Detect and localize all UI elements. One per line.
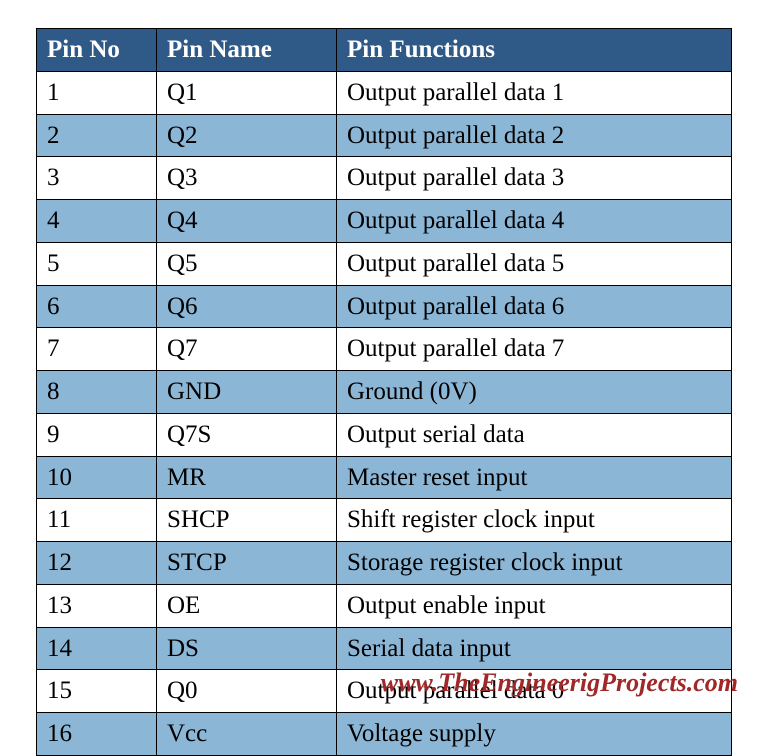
cell-pin-function: Output parallel data 6 <box>337 285 732 328</box>
cell-pin-no: 6 <box>37 285 157 328</box>
cell-pin-function: Ground (0V) <box>337 371 732 414</box>
cell-pin-function: Storage register clock input <box>337 542 732 585</box>
cell-pin-no: 4 <box>37 200 157 243</box>
cell-pin-function: Output parallel data 5 <box>337 242 732 285</box>
cell-pin-no: 10 <box>37 456 157 499</box>
cell-pin-no: 13 <box>37 584 157 627</box>
cell-pin-function: Output serial data <box>337 413 732 456</box>
cell-pin-name: OE <box>157 584 337 627</box>
cell-pin-function: Output parallel data 1 <box>337 71 732 114</box>
col-header-pin-no: Pin No <box>37 29 157 72</box>
table-row: 11SHCPShift register clock input <box>37 499 732 542</box>
table-header-row: Pin No Pin Name Pin Functions <box>37 29 732 72</box>
col-header-pin-functions: Pin Functions <box>337 29 732 72</box>
cell-pin-no: 16 <box>37 713 157 756</box>
cell-pin-no: 8 <box>37 371 157 414</box>
cell-pin-name: Q0 <box>157 670 337 713</box>
cell-pin-name: Q1 <box>157 71 337 114</box>
cell-pin-name: GND <box>157 371 337 414</box>
table-row: 2Q2Output parallel data 2 <box>37 114 732 157</box>
col-header-pin-name: Pin Name <box>157 29 337 72</box>
table-row: 8GNDGround (0V) <box>37 371 732 414</box>
cell-pin-function: Output parallel data 7 <box>337 328 732 371</box>
footer-attribution: www.TheEngineerigProjects.com <box>381 668 738 698</box>
cell-pin-name: Q3 <box>157 157 337 200</box>
cell-pin-function: Output parallel data 2 <box>337 114 732 157</box>
cell-pin-name: Q7S <box>157 413 337 456</box>
table-row: 3Q3Output parallel data 3 <box>37 157 732 200</box>
cell-pin-no: 5 <box>37 242 157 285</box>
cell-pin-name: SHCP <box>157 499 337 542</box>
cell-pin-name: Vcc <box>157 713 337 756</box>
cell-pin-no: 7 <box>37 328 157 371</box>
cell-pin-name: Q7 <box>157 328 337 371</box>
cell-pin-name: Q2 <box>157 114 337 157</box>
cell-pin-function: Shift register clock input <box>337 499 732 542</box>
table-row: 16VccVoltage supply <box>37 713 732 756</box>
cell-pin-name: Q4 <box>157 200 337 243</box>
cell-pin-name: STCP <box>157 542 337 585</box>
table-row: 10MRMaster reset input <box>37 456 732 499</box>
cell-pin-function: Voltage supply <box>337 713 732 756</box>
table-row: 6Q6Output parallel data 6 <box>37 285 732 328</box>
cell-pin-function: Master reset input <box>337 456 732 499</box>
table-row: 12STCPStorage register clock input <box>37 542 732 585</box>
cell-pin-function: Output parallel data 4 <box>337 200 732 243</box>
cell-pin-no: 15 <box>37 670 157 713</box>
cell-pin-no: 9 <box>37 413 157 456</box>
table-row: 9Q7SOutput serial data <box>37 413 732 456</box>
table-row: 1Q1Output parallel data 1 <box>37 71 732 114</box>
cell-pin-name: DS <box>157 627 337 670</box>
cell-pin-no: 11 <box>37 499 157 542</box>
cell-pin-function: Output enable input <box>337 584 732 627</box>
table-row: 13OEOutput enable input <box>37 584 732 627</box>
cell-pin-no: 1 <box>37 71 157 114</box>
table-row: 5Q5Output parallel data 5 <box>37 242 732 285</box>
cell-pin-no: 3 <box>37 157 157 200</box>
cell-pin-no: 12 <box>37 542 157 585</box>
table-row: 4Q4Output parallel data 4 <box>37 200 732 243</box>
cell-pin-name: Q5 <box>157 242 337 285</box>
cell-pin-function: Output parallel data 3 <box>337 157 732 200</box>
cell-pin-name: Q6 <box>157 285 337 328</box>
table-container: Pin No Pin Name Pin Functions 1Q1Output … <box>0 0 768 756</box>
cell-pin-no: 2 <box>37 114 157 157</box>
cell-pin-no: 14 <box>37 627 157 670</box>
cell-pin-name: MR <box>157 456 337 499</box>
cell-pin-function: Serial data input <box>337 627 732 670</box>
pin-table: Pin No Pin Name Pin Functions 1Q1Output … <box>36 28 732 756</box>
table-row: 7Q7Output parallel data 7 <box>37 328 732 371</box>
table-row: 14DSSerial data input <box>37 627 732 670</box>
